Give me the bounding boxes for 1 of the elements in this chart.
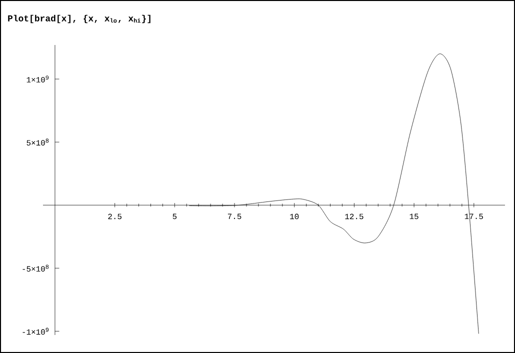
chart-title: Plot[brad[x], {x, x$_{lo}$, x$_{hi}$}] (8, 14, 150, 24)
